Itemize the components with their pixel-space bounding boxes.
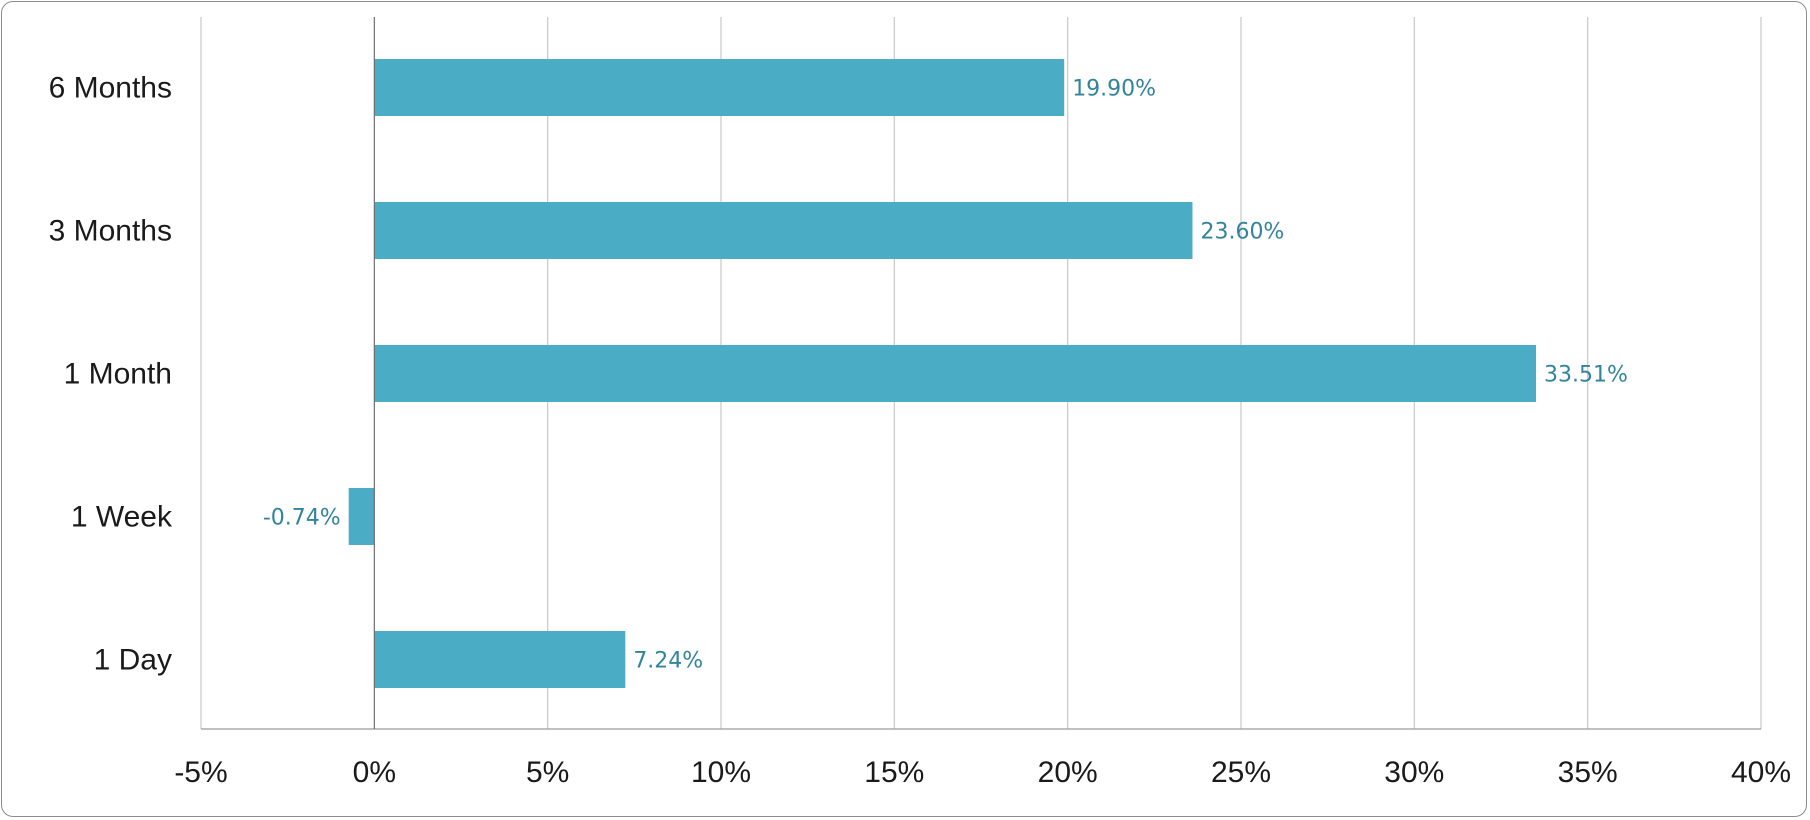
x-tick-label: 30% (1384, 756, 1444, 789)
category-labels: 6 Months 3 Months 1 Month 1 Week 1 Day (49, 72, 173, 677)
bars (348, 59, 1537, 688)
data-label: 33.51% (1544, 363, 1628, 388)
bar-6-months (374, 59, 1065, 116)
data-label: 7.24% (633, 649, 703, 674)
x-tick-label: 25% (1211, 756, 1271, 789)
x-tick-label: 5% (526, 756, 569, 789)
category-label: 6 Months (49, 72, 172, 105)
category-label: 1 Day (94, 644, 172, 677)
category-label: 1 Month (64, 358, 172, 391)
x-axis-tick-labels: -5% 0% 5% 10% 15% 20% 25% 30% 35% 40% (174, 756, 1791, 789)
zero-axis (201, 17, 1761, 730)
category-label: 3 Months (49, 215, 172, 248)
x-tick-label: -5% (174, 756, 227, 789)
data-label: -0.74% (263, 506, 341, 531)
bar-1-day (374, 631, 626, 688)
x-tick-label: 35% (1558, 756, 1618, 789)
data-label: 23.60% (1200, 220, 1284, 245)
x-tick-label: 20% (1038, 756, 1098, 789)
bar-3-months (374, 202, 1193, 259)
x-tick-label: 0% (353, 756, 396, 789)
x-tick-label: 15% (864, 756, 924, 789)
bar-1-month (374, 345, 1537, 402)
x-tick-label: 40% (1731, 756, 1791, 789)
data-labels: 19.90% 23.60% 33.51% -0.74% 7.24% (263, 77, 1628, 674)
data-label: 19.90% (1072, 77, 1156, 102)
category-label: 1 Week (71, 501, 173, 534)
bar-1-week (348, 488, 375, 545)
x-tick-label: 10% (691, 756, 751, 789)
